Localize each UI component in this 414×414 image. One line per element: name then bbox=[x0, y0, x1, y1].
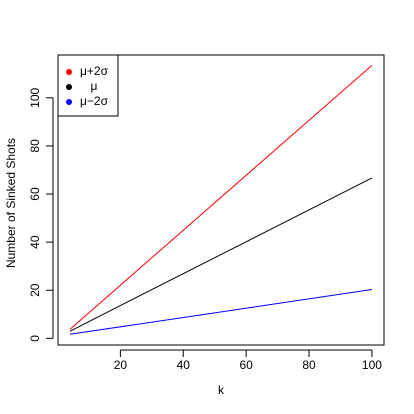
legend-label: μ−2σ bbox=[80, 94, 109, 108]
legend-marker bbox=[66, 69, 72, 75]
y-tick-label: 40 bbox=[28, 235, 42, 249]
legend-label: μ bbox=[91, 79, 98, 93]
x-tick-label: 40 bbox=[177, 358, 191, 372]
y-tick-label: 80 bbox=[28, 139, 42, 153]
plot-frame bbox=[57, 54, 385, 346]
y-tick-label: 60 bbox=[28, 187, 42, 201]
y-tick-label: 20 bbox=[28, 283, 42, 297]
legend-marker bbox=[66, 84, 72, 90]
x-tick-label: 100 bbox=[362, 358, 382, 372]
legend-box bbox=[57, 54, 119, 117]
legend-marker bbox=[66, 99, 72, 105]
line-series bbox=[70, 289, 372, 335]
x-tick-label: 80 bbox=[302, 358, 316, 372]
legend-label: μ+2σ bbox=[80, 64, 109, 78]
y-tick-label: 0 bbox=[28, 335, 42, 342]
x-axis-label: k bbox=[218, 383, 225, 397]
y-tick-label: 100 bbox=[28, 87, 42, 107]
x-tick-label: 20 bbox=[114, 358, 128, 372]
x-tick-label: 60 bbox=[239, 358, 253, 372]
line-series bbox=[69, 64, 373, 330]
line-series bbox=[69, 177, 373, 332]
y-axis-label: Number of Sinked Shots bbox=[4, 138, 18, 268]
